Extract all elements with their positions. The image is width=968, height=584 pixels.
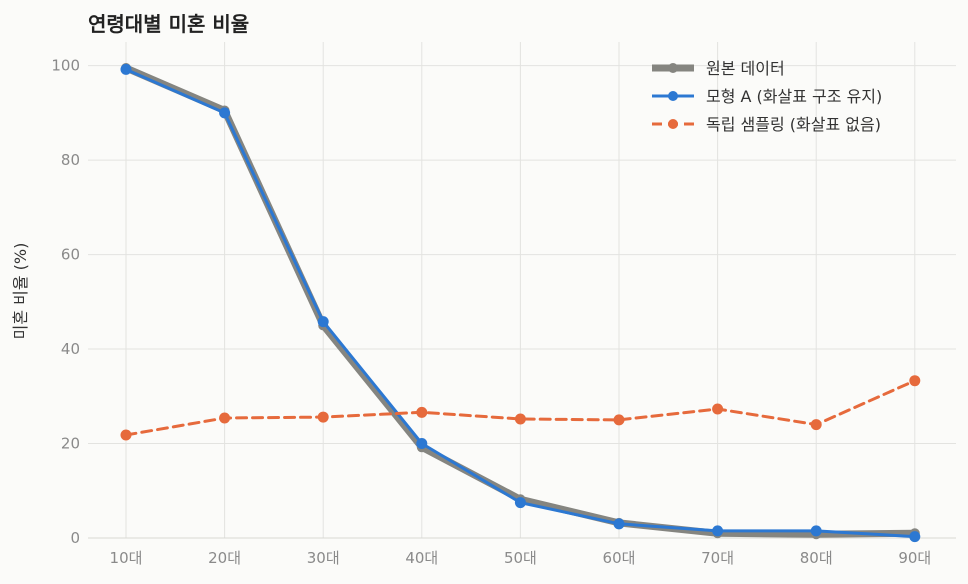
data-point [613,518,625,530]
x-tick-label: 40대 [405,549,438,567]
data-point [416,438,428,450]
y-tick-label: 100 [51,57,80,75]
legend-entry: 독립 샘플링 (화살표 없음) [652,115,881,134]
data-point [810,419,822,431]
data-point [613,414,625,426]
data-point [514,413,526,425]
legend-entry: 모형 A (화살표 구조 유지) [652,87,882,106]
legend-swatch-marker [668,119,678,129]
data-point [317,316,329,328]
data-point [219,107,231,119]
data-point [810,525,822,537]
data-point [219,412,231,424]
y-tick-label: 20 [61,435,80,453]
y-tick-label: 60 [61,246,80,264]
data-point [416,406,428,418]
data-point [317,411,329,423]
x-tick-label: 50대 [504,549,537,567]
x-tick-label: 60대 [603,549,636,567]
series-lines [120,62,921,543]
x-tick-label: 10대 [110,549,143,567]
legend-label: 모형 A (화살표 구조 유지) [706,87,882,106]
x-tick-label: 70대 [701,549,734,567]
legend-entry: 원본 데이터 [652,59,785,78]
y-tick-label: 0 [70,529,80,547]
gridlines [88,42,956,539]
y-axis-label: 미혼 비율 (%) [11,243,30,340]
data-point [712,525,724,537]
series-2 [120,63,921,543]
data-point [514,497,526,509]
chart-title: 연령대별 미혼 비율 [88,12,249,36]
data-point [909,531,921,543]
legend-swatch-marker [668,91,678,101]
data-point [120,63,132,75]
legend-swatch-marker [668,63,678,73]
x-tick-label: 20대 [208,549,241,567]
legend-label: 독립 샘플링 (화살표 없음) [706,115,881,134]
x-axis-ticks: 10대 20대 30대 40대 50대 60대 70대 80대 90대 [110,549,932,567]
series-3 [120,375,921,441]
y-tick-label: 40 [61,340,80,358]
x-tick-label: 30대 [307,549,340,567]
data-point [909,375,921,387]
data-point [712,403,724,415]
y-tick-label: 80 [61,151,80,169]
data-point [120,429,132,441]
x-tick-label: 90대 [898,549,931,567]
x-tick-label: 80대 [800,549,833,567]
series-line [124,379,917,437]
y-axis-ticks: 0 20 40 60 80 100 [51,57,80,547]
legend-label: 원본 데이터 [706,59,785,78]
